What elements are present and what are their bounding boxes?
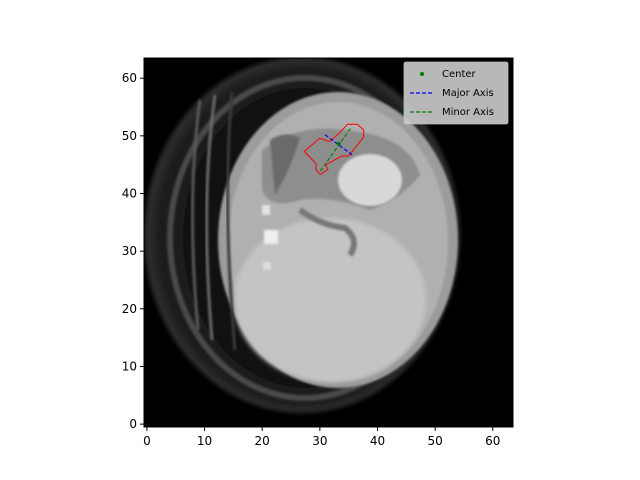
x-tick-label: 20	[255, 434, 270, 448]
center-point	[336, 141, 341, 146]
legend-box	[403, 61, 509, 125]
x-tick-label: 10	[197, 434, 212, 448]
y-tick-label: 0	[129, 417, 137, 431]
y-tick-label: 60	[122, 71, 137, 85]
y-axis: 0 10 20 30 40 50 60	[122, 71, 144, 431]
x-axis: 0 10 20 30 40 50 60	[143, 427, 500, 448]
x-tick-label: 50	[428, 434, 443, 448]
legend-center-marker	[420, 72, 424, 76]
legend-label-center: Center	[442, 69, 477, 80]
y-tick-label: 40	[122, 186, 137, 200]
y-tick-label: 50	[122, 129, 137, 143]
ct-image	[144, 58, 513, 427]
axes-frame	[143, 57, 514, 428]
y-tick-label: 20	[122, 302, 137, 316]
x-tick-label: 0	[143, 434, 151, 448]
legend: Center Major Axis Minor Axis	[403, 61, 509, 125]
x-tick-label: 30	[312, 434, 327, 448]
legend-label-minor: Minor Axis	[442, 107, 494, 118]
x-tick-label: 40	[370, 434, 385, 448]
y-tick-label: 30	[122, 244, 137, 258]
lesion-contour	[303, 123, 365, 175]
minor-axis-line	[319, 127, 352, 172]
lesion-overlay	[303, 123, 365, 175]
legend-label-major: Major Axis	[442, 88, 494, 99]
x-tick-label: 60	[485, 434, 500, 448]
y-tick-label: 10	[122, 359, 137, 373]
